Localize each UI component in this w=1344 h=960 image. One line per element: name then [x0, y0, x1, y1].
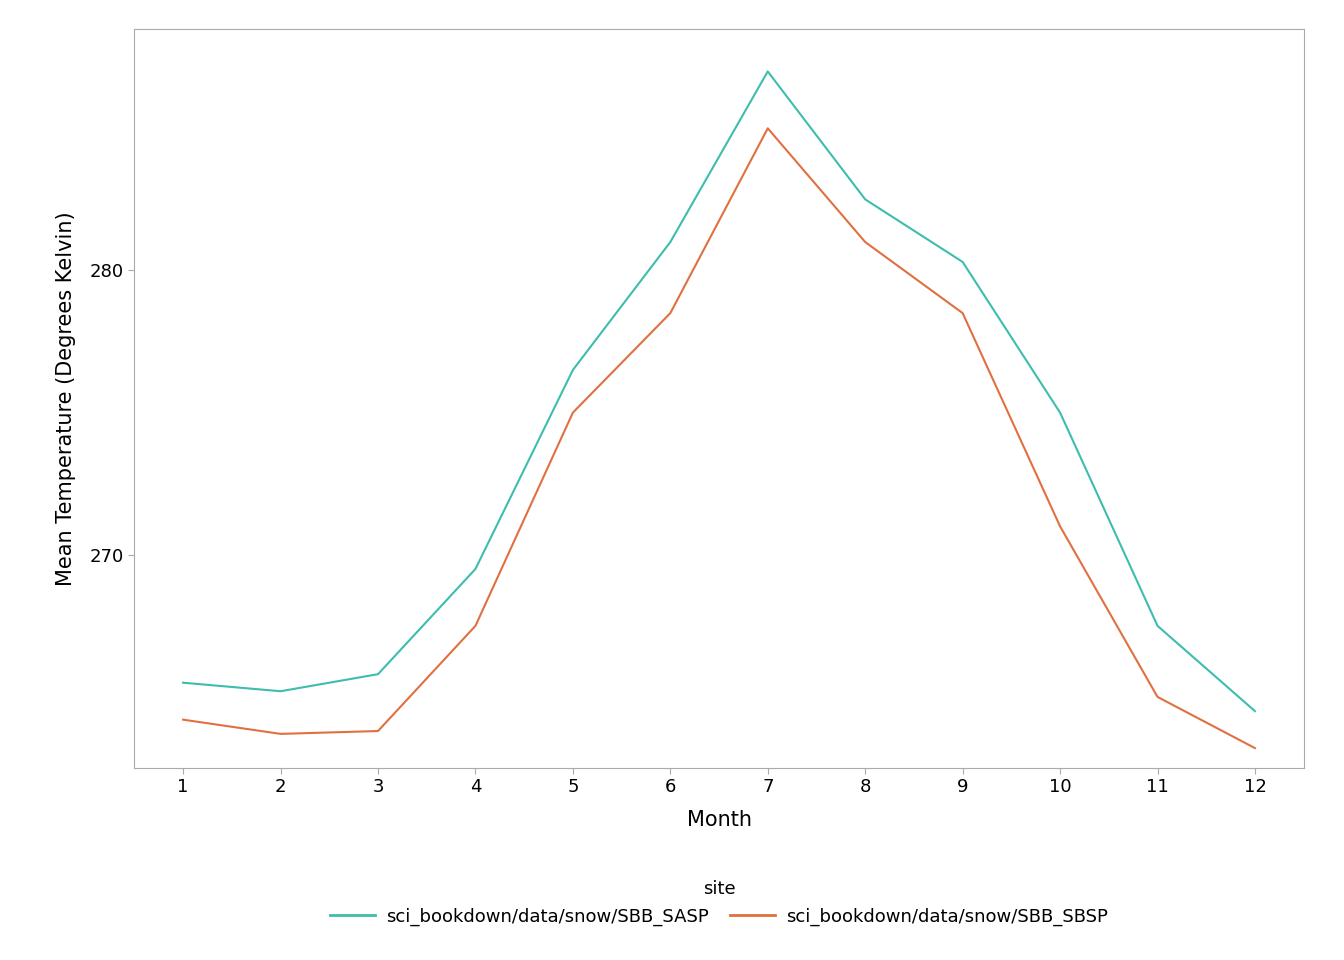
Y-axis label: Mean Temperature (Degrees Kelvin): Mean Temperature (Degrees Kelvin) [56, 211, 75, 586]
Legend: sci_bookdown/data/snow/SBB_SASP, sci_bookdown/data/snow/SBB_SBSP: sci_bookdown/data/snow/SBB_SASP, sci_boo… [323, 874, 1116, 933]
X-axis label: Month: Month [687, 810, 751, 830]
